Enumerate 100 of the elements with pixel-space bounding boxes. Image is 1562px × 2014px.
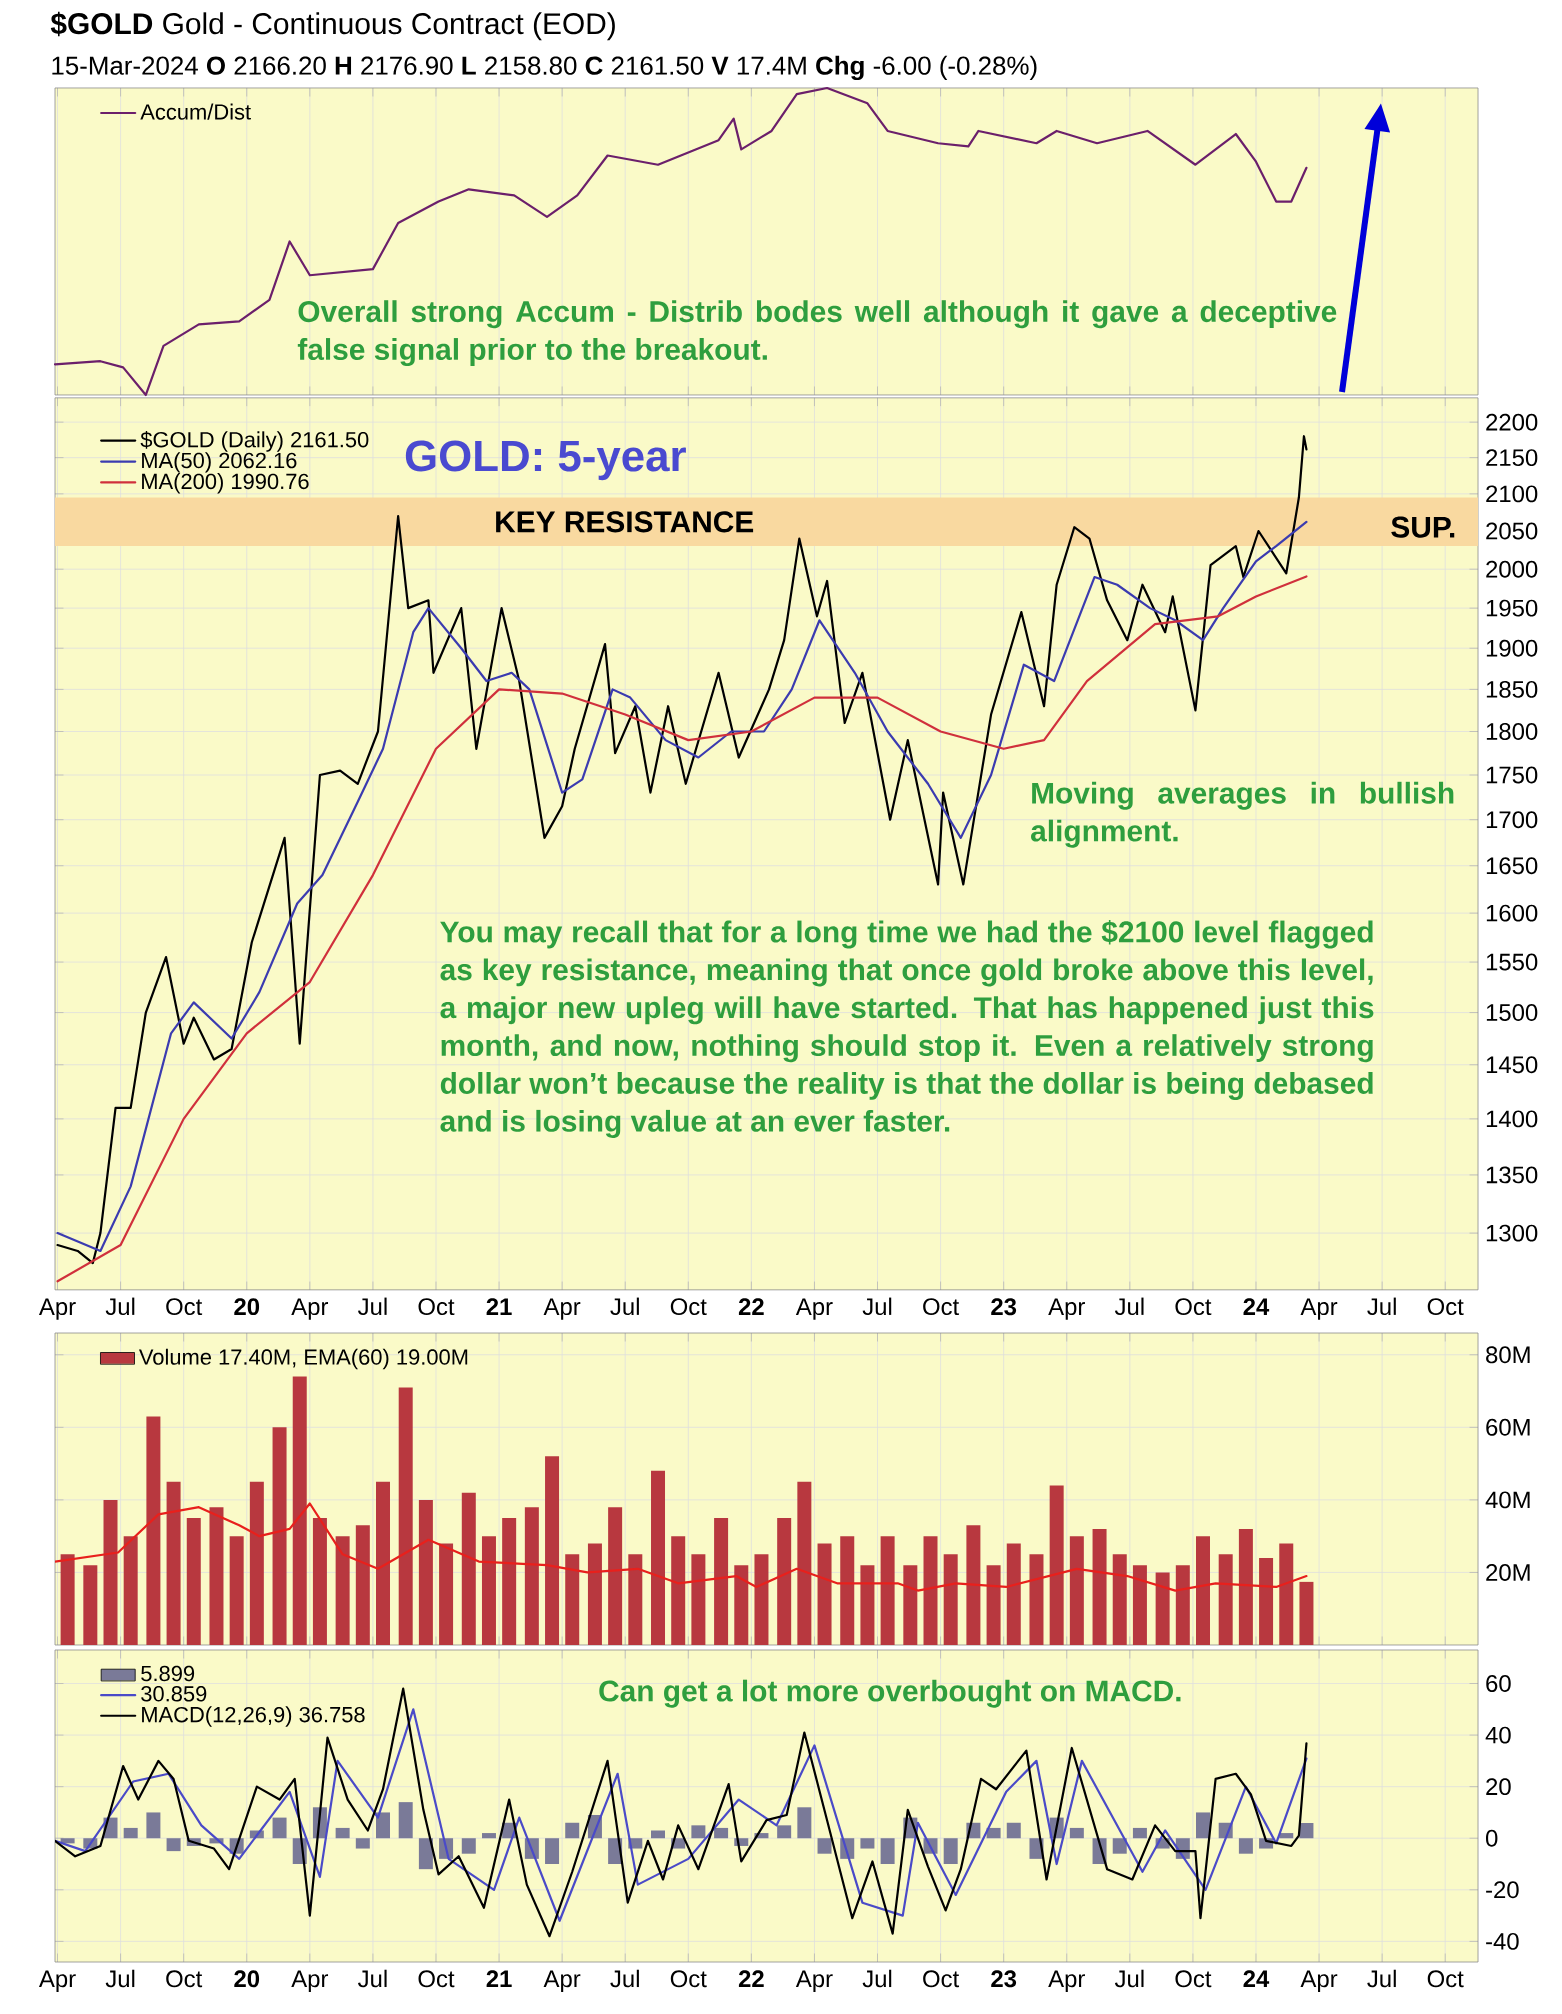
bar xyxy=(880,1838,895,1865)
x-tick-label: Jul xyxy=(1114,1969,1144,1988)
bar xyxy=(123,1536,138,1645)
x-tick-label: Apr xyxy=(543,1298,581,1320)
bar xyxy=(292,1376,307,1645)
band-label: KEY RESISTANCE xyxy=(496,511,754,533)
y-tick-label: 2200 xyxy=(1486,413,1538,431)
x-tick-label: 24 xyxy=(1243,1970,1270,1988)
legend-label: Volume 17.40M, EMA(60) 19.00M xyxy=(138,1348,468,1370)
bar xyxy=(376,1481,390,1645)
bar xyxy=(123,1827,138,1839)
x-tick-label: Oct xyxy=(923,1970,960,1988)
bar xyxy=(1069,1827,1084,1839)
bar xyxy=(481,1833,496,1839)
x-tick-label: Apr xyxy=(1300,1298,1338,1320)
bar xyxy=(355,1525,370,1645)
annotation: Can get a lot more overbought on MACD. xyxy=(599,1679,1181,1708)
bar xyxy=(1006,1543,1021,1645)
bar xyxy=(146,1416,161,1645)
annotation: Moving averages in bullish alignment. xyxy=(1031,781,1454,848)
x-tick-label: Oct xyxy=(418,1970,455,1988)
x-tick-label: Oct xyxy=(418,1298,455,1316)
x-tick-label: Jul xyxy=(1114,1297,1144,1316)
bar xyxy=(840,1536,855,1645)
bar xyxy=(312,1518,327,1645)
bar xyxy=(587,1543,602,1645)
y-tick-label: 1950 xyxy=(1486,599,1538,617)
y-tick-label: 40M xyxy=(1485,1491,1530,1509)
bar xyxy=(166,1838,181,1852)
x-tick-label: Jul xyxy=(610,1969,639,1988)
bar xyxy=(1112,1554,1127,1645)
bar xyxy=(714,1827,729,1839)
x-tick-label: Oct xyxy=(670,1298,707,1316)
bar xyxy=(1259,1557,1274,1645)
y-tick-label: 1450 xyxy=(1486,1056,1538,1074)
bar xyxy=(461,1838,476,1854)
x-tick-label: Apr xyxy=(38,1298,76,1320)
bar xyxy=(608,1507,623,1645)
y-tick-label: 60M xyxy=(1486,1418,1530,1436)
bar xyxy=(817,1543,832,1645)
bar xyxy=(1092,1528,1107,1645)
bar xyxy=(166,1481,181,1645)
bar xyxy=(754,1554,769,1645)
x-tick-label: Oct xyxy=(923,1298,960,1316)
bar xyxy=(671,1536,686,1645)
bar xyxy=(880,1536,895,1645)
bar xyxy=(1279,1833,1294,1839)
legend-label: MA(50) 2062.16 xyxy=(142,452,297,473)
bar xyxy=(1218,1554,1233,1645)
bar xyxy=(229,1536,244,1645)
x-tick-label: 22 xyxy=(738,1970,764,1988)
bar xyxy=(565,1554,580,1645)
x-tick-label: Apr xyxy=(1048,1298,1085,1320)
bar xyxy=(1049,1485,1064,1645)
y-tick-label: -20 xyxy=(1486,1881,1519,1899)
legend-label: $GOLD (Daily) 2161.50 xyxy=(140,430,369,452)
line-series xyxy=(55,1502,1308,1592)
bar xyxy=(103,1499,118,1645)
bar xyxy=(545,1838,560,1865)
bar xyxy=(439,1543,454,1645)
x-tick-label: 21 xyxy=(486,1970,512,1988)
y-tick-label: 1400 xyxy=(1486,1110,1538,1128)
bar xyxy=(1029,1554,1044,1645)
legend-label: MACD(12,26,9) 36.758 xyxy=(142,1706,365,1727)
bar xyxy=(777,1518,792,1645)
y-tick-label: 1650 xyxy=(1486,857,1538,875)
bar xyxy=(249,1481,264,1645)
bar xyxy=(1195,1812,1210,1839)
bar xyxy=(375,1812,390,1839)
x-tick-label: Apr xyxy=(291,1970,329,1993)
bar xyxy=(943,1838,958,1865)
x-tick-label: Jul xyxy=(862,1297,892,1316)
bar xyxy=(1132,1827,1147,1839)
y-tick-label: 1700 xyxy=(1486,811,1538,829)
text: 15-Mar-2024 O 2166.20 H 2176.90 L 2158.80 C 2161.50 V 17.4M Chg -6.00 (-0.28%) xyxy=(52,55,1037,81)
bar xyxy=(860,1565,875,1645)
x-tick-label: Jul xyxy=(105,1297,135,1316)
bar xyxy=(1132,1565,1147,1645)
bar xyxy=(1196,1536,1210,1645)
bar xyxy=(1279,1543,1294,1645)
x-tick-label: Oct xyxy=(1427,1298,1464,1316)
x-tick-label: 24 xyxy=(1243,1298,1270,1315)
y-tick-label: 2100 xyxy=(1486,485,1538,503)
y-tick-label: 1300 xyxy=(1486,1224,1538,1242)
bar xyxy=(418,1838,433,1870)
y-tick-label: 20M xyxy=(1486,1563,1530,1581)
x-tick-label: Apr xyxy=(1300,1970,1338,1993)
x-tick-label: Apr xyxy=(291,1298,329,1320)
x-tick-label: Oct xyxy=(166,1298,203,1316)
bar xyxy=(986,1827,1001,1839)
x-tick-label: Apr xyxy=(795,1970,833,1993)
legend-label: MA(200) 1990.76 xyxy=(142,473,309,494)
y-tick-label: -40 xyxy=(1486,1932,1519,1950)
bar xyxy=(60,1554,75,1645)
annotation: GOLD: 5-year xyxy=(405,440,686,481)
bar xyxy=(628,1554,643,1645)
y-tick-label: 1500 xyxy=(1486,1004,1538,1021)
bar xyxy=(903,1565,918,1645)
bar xyxy=(565,1822,580,1839)
bar xyxy=(734,1565,749,1645)
